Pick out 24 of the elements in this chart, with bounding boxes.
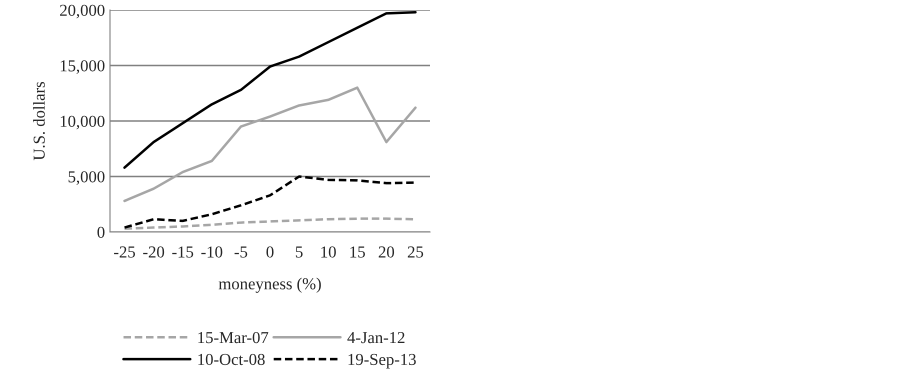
legend-label: 19-Sep-13 [348,354,416,368]
y-tick-label: 15,000 [60,60,105,74]
x-tick-label: 25 [408,246,424,258]
x-tick-label: 0 [266,246,274,258]
y-axis-title: U.S. dollars [33,82,45,160]
x-tick-label: -20 [143,246,164,258]
legend-label: 10-Oct-08 [198,354,265,366]
x-axis-title: moneyness (%) [218,278,321,293]
line-series [123,86,417,202]
x-tick-label: 15 [350,246,365,258]
legend-label: 4-Jan-12 [347,332,404,344]
y-tick-label: 20,000 [60,4,105,18]
x-tick-label: -10 [201,246,222,258]
line-series [123,10,417,169]
y-tick-label: 5,000 [68,171,105,185]
x-tick-label: 5 [296,246,303,258]
x-tick-label: 10 [321,246,336,258]
x-tick-label: -15 [172,246,194,258]
x-tick-label: -25 [114,246,136,258]
y-tick-label: 10,000 [60,116,105,130]
x-tick-label: 20 [378,246,394,258]
x-tick-label: -5 [234,246,248,258]
y-tick-label: 0 [97,226,105,238]
legend-label: 15-Mar-07 [198,332,268,344]
